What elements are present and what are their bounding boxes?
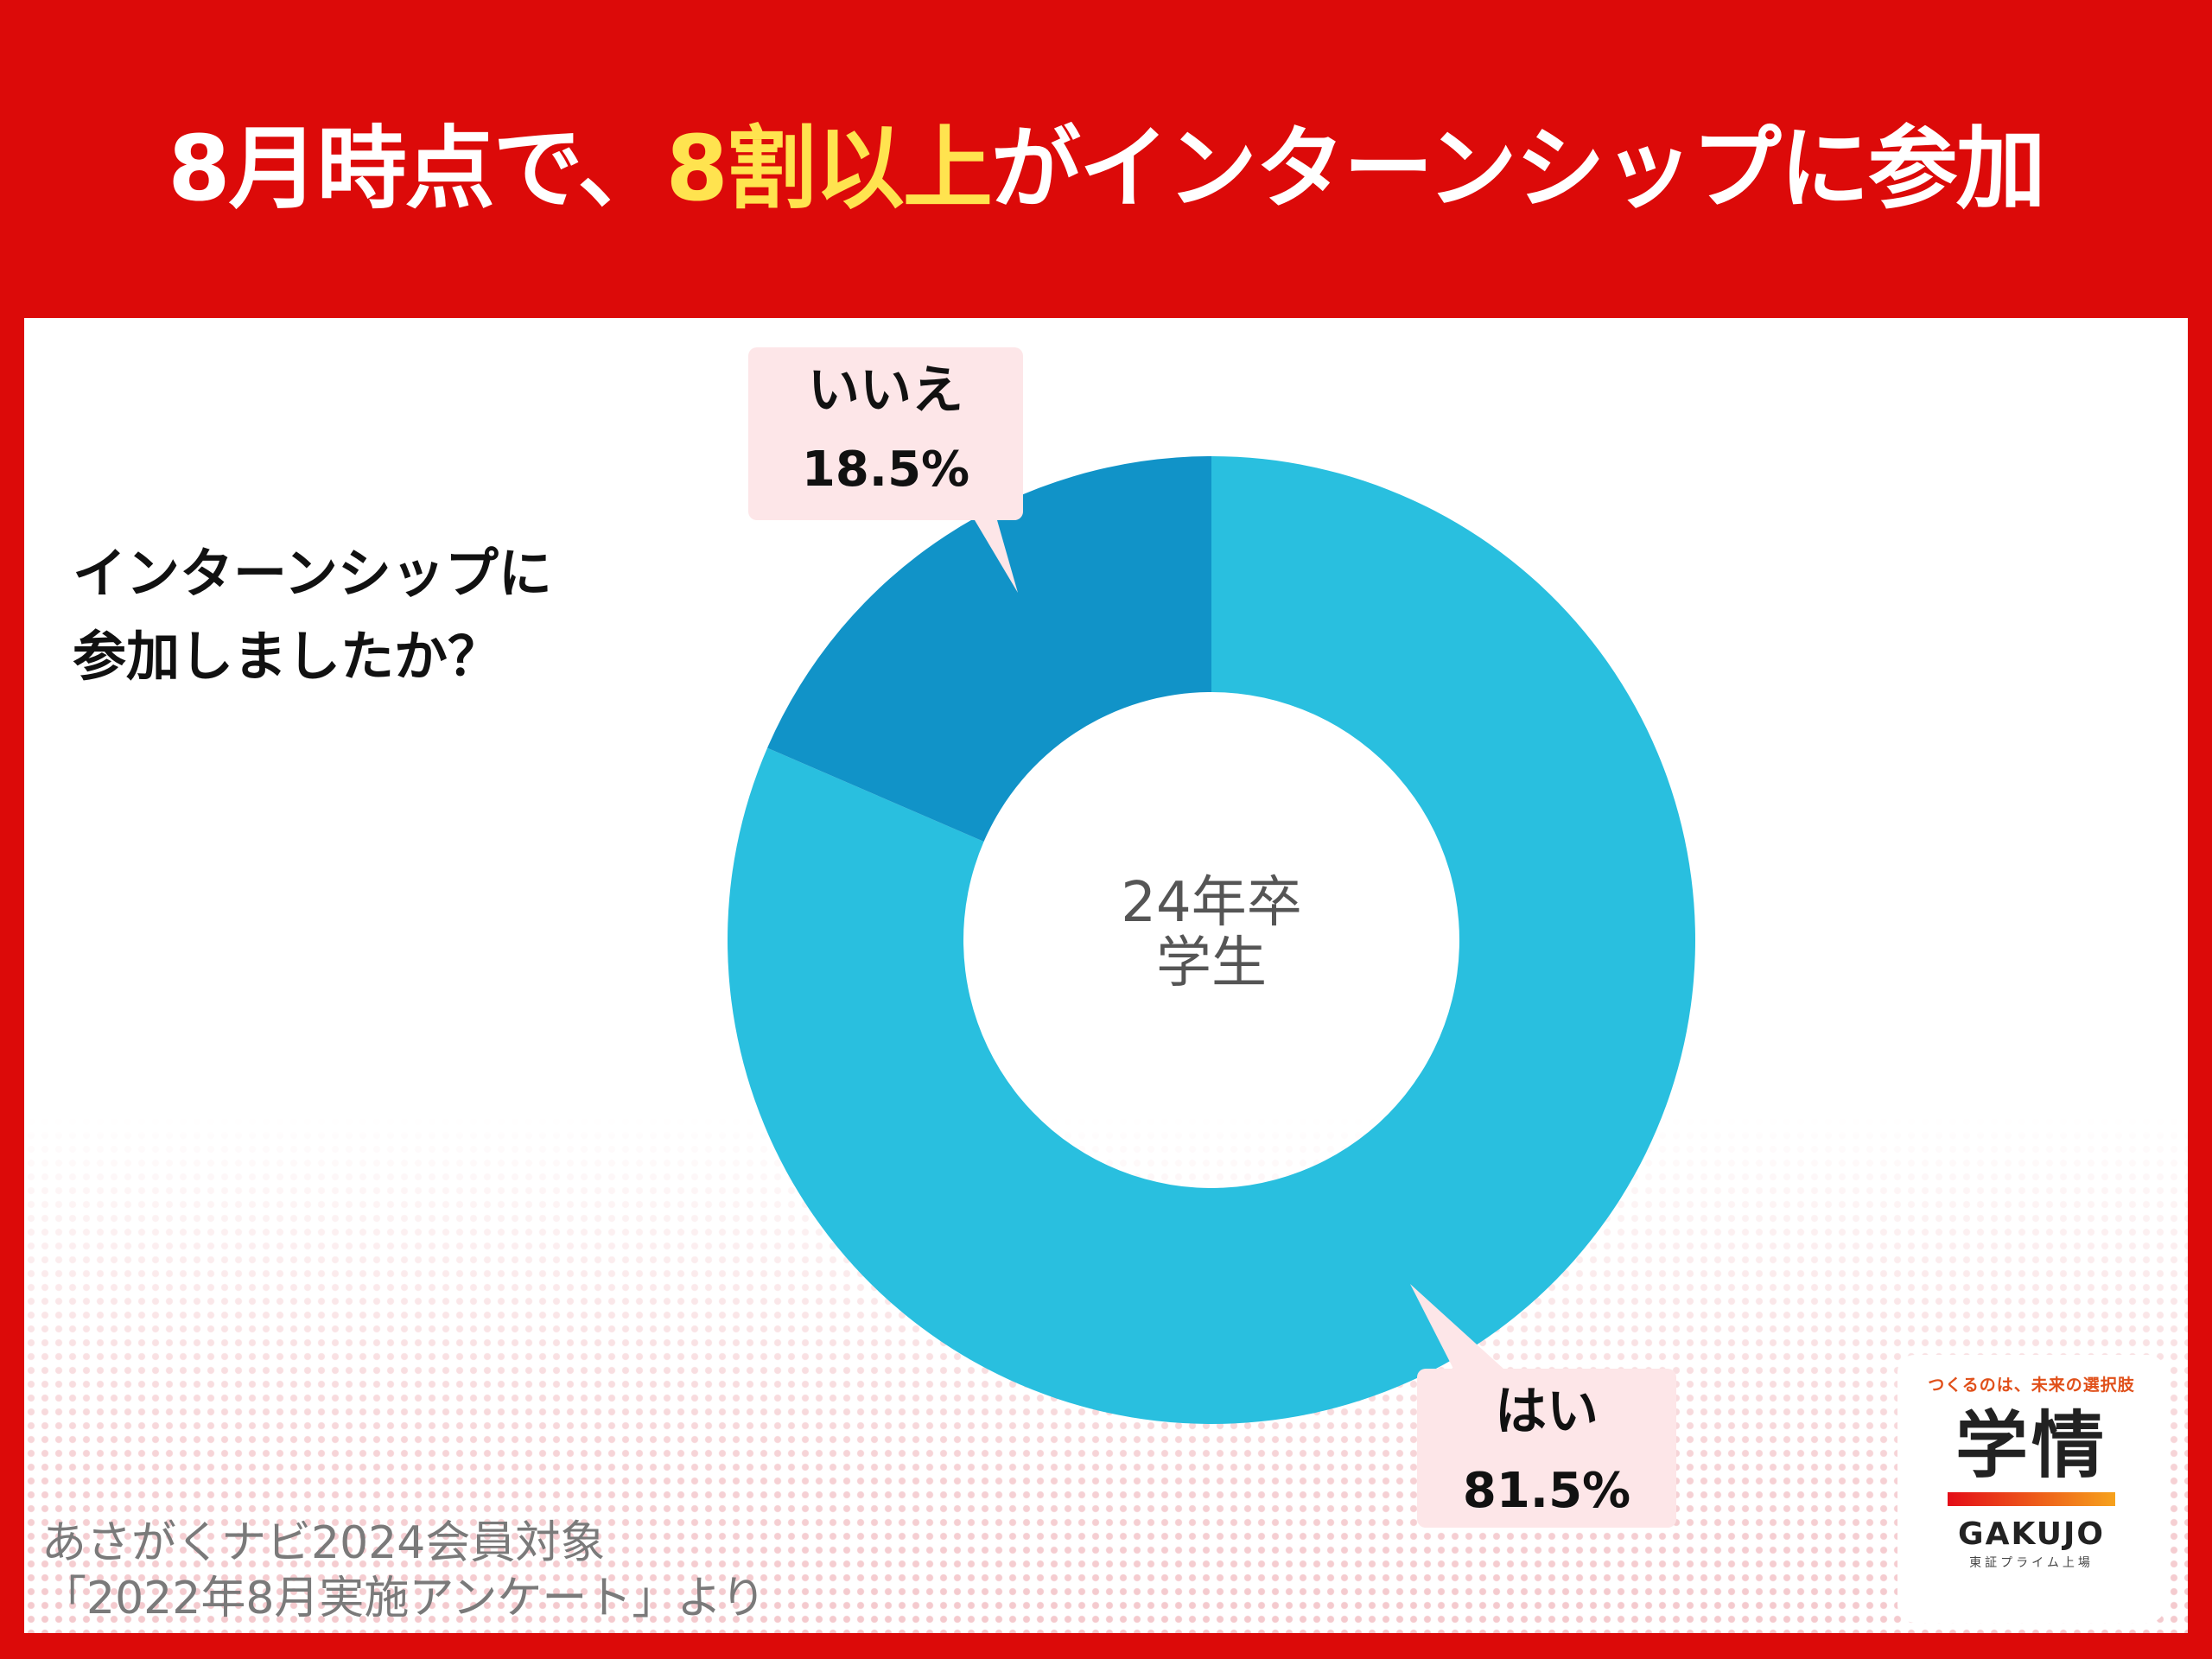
headline-part2: がインターンシップに参加 [990, 115, 2046, 221]
slice-0 [727, 456, 1695, 1424]
center-label-line-1: 24年卒 [1121, 871, 1301, 935]
headline: 8月時点で、 8割以上 がインターンシップに参加 [0, 0, 2212, 320]
content-panel: インターンシップに 参加しましたか？ はい 81.5% いいえ 18.5% 24年卒学… [24, 318, 2188, 1633]
callout-pointer [975, 520, 1018, 593]
logo-tagline: つくるのは、未来の選択肢 [1928, 1376, 2135, 1395]
logo-name-ja: 学情 [1955, 1403, 2107, 1488]
slice-value-label: 81.5% [1463, 1463, 1630, 1519]
logo-gradient-bar [1948, 1492, 2115, 1506]
center-label-line-2: 学生 [1156, 931, 1267, 995]
question-line-2: 参加しましたか？ [73, 625, 502, 688]
survey-question: インターンシップに 参加しましたか？ [73, 532, 729, 698]
callout-pointer [1410, 1284, 1503, 1369]
source-note: あさがくナビ2024会員対象 「2022年8月実施アンケート」より [41, 1516, 992, 1626]
gakujo-logo: つくるのは、未来の選択肢 学情 GAKUJO 東証プライム上場 [1897, 1355, 2165, 1623]
callout-0: はい 81.5% [1410, 1284, 1676, 1528]
logo-name-en: GAKUJO [1958, 1516, 2105, 1552]
question-line-1: インターンシップに [73, 542, 552, 605]
slice-label: はい [1495, 1382, 1599, 1442]
slice-1 [767, 456, 1211, 842]
source-line-2: 「2022年8月実施アンケート」より [41, 1573, 766, 1624]
source-line-1: あさがくナビ2024会員対象 [41, 1517, 606, 1569]
slice-label: いいえ [808, 360, 963, 421]
slice-value-label: 18.5% [802, 442, 969, 498]
headline-part1: 8月時点で、 [168, 115, 667, 221]
callout-box [1417, 1369, 1676, 1528]
logo-subtext: 東証プライム上場 [1969, 1556, 2094, 1570]
headline-highlight: 8割以上 [665, 115, 993, 221]
callout-1: いいえ 18.5% [748, 347, 1023, 593]
callout-box [748, 347, 1023, 520]
